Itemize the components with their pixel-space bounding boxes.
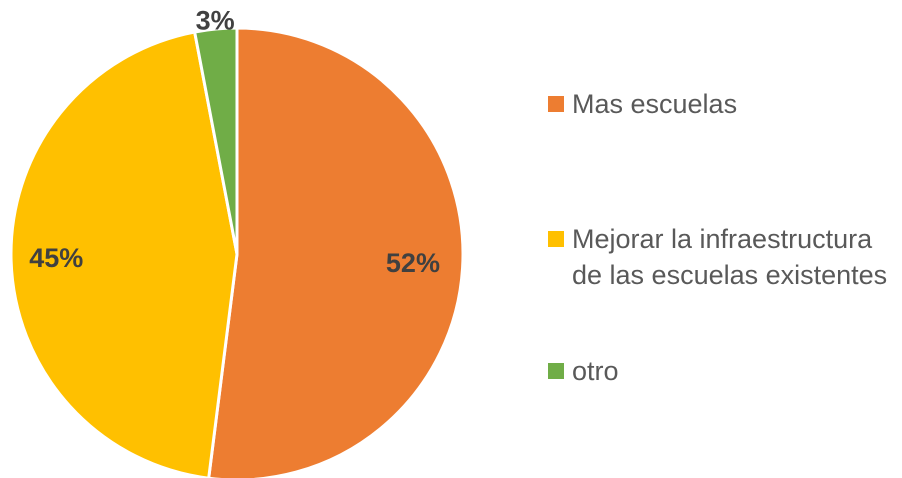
data-label: 45% [29,243,83,273]
legend-swatch [548,363,564,379]
legend-item: Mas escuelas [548,86,893,122]
legend-item: otro [548,353,893,389]
legend-swatch [548,231,564,247]
pie-area: 52% 45% 3% [9,5,465,478]
data-label: 3% [196,5,235,35]
legend-label: Mas escuelas [572,89,738,119]
legend-label: Mejorar la infraestructura de las escuel… [572,224,888,290]
legend-label: otro [572,356,619,386]
pie-slice [192,26,239,255]
pie-slice [9,30,239,478]
legend-swatch [548,96,564,112]
legend-item: Mejorar la infraestructura de las escuel… [548,221,893,293]
data-label: 52% [386,248,440,278]
pie-slice [207,26,465,478]
